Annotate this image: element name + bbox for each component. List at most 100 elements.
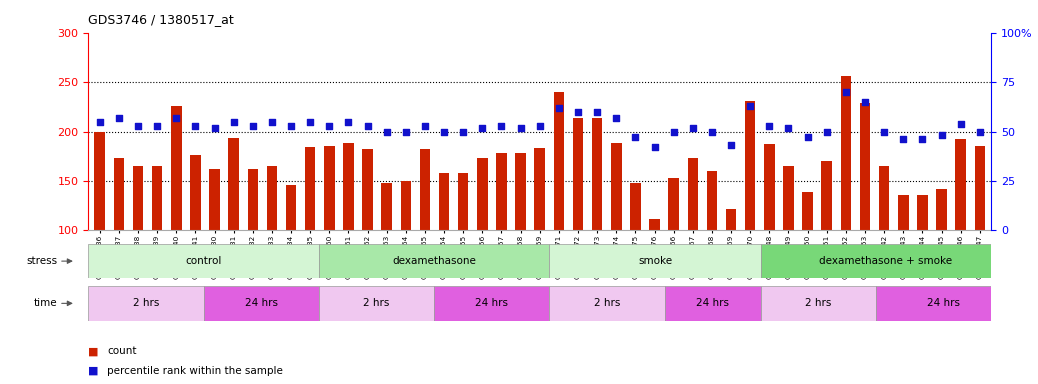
Point (282, 122, 299, 129)
Bar (381, 183, 392, 230)
Bar (876, 286, 1011, 321)
Bar (247, 169, 258, 230)
Point (838, 89, 854, 95)
Point (608, 114, 625, 121)
Bar (879, 166, 890, 230)
Point (321, 122, 337, 129)
Bar (592, 118, 602, 230)
Point (684, 124, 701, 131)
Bar (496, 153, 507, 230)
Bar (535, 148, 545, 230)
Point (264, 119, 280, 125)
Bar (611, 143, 622, 230)
Bar (918, 195, 928, 230)
Point (245, 122, 262, 129)
Bar (94, 131, 105, 230)
Point (207, 124, 223, 131)
Point (225, 119, 242, 125)
Bar (802, 192, 813, 230)
Bar (190, 155, 200, 230)
Bar (434, 286, 549, 321)
Text: ■: ■ (88, 366, 99, 376)
Point (398, 129, 414, 135)
Point (531, 122, 548, 129)
Text: smoke: smoke (638, 256, 673, 266)
Text: 24 hrs: 24 hrs (696, 298, 729, 308)
Point (895, 136, 911, 142)
Bar (88, 286, 203, 321)
Bar (630, 183, 640, 230)
Bar (210, 169, 220, 230)
Bar (726, 209, 736, 230)
Bar (707, 171, 717, 230)
Bar (203, 286, 319, 321)
Bar (285, 185, 296, 230)
Bar (898, 195, 908, 230)
Text: 2 hrs: 2 hrs (363, 298, 389, 308)
Bar (668, 178, 679, 230)
Bar (784, 166, 794, 230)
Point (972, 129, 988, 135)
Bar (761, 286, 876, 321)
Bar (955, 139, 966, 230)
Bar (764, 144, 774, 230)
Text: 2 hrs: 2 hrs (594, 298, 620, 308)
Point (187, 122, 203, 129)
Point (110, 114, 127, 121)
Bar (841, 76, 851, 230)
Bar (305, 147, 316, 230)
Point (550, 105, 567, 111)
Point (627, 134, 644, 141)
Point (340, 119, 357, 125)
Point (570, 109, 586, 115)
Text: 2 hrs: 2 hrs (805, 298, 831, 308)
Point (742, 103, 759, 109)
Text: 24 hrs: 24 hrs (927, 298, 960, 308)
Bar (761, 244, 1011, 278)
Text: ■: ■ (88, 346, 99, 356)
Point (91, 119, 108, 125)
Text: 24 hrs: 24 hrs (475, 298, 509, 308)
Text: stress: stress (26, 256, 57, 266)
Point (818, 129, 835, 135)
Text: 24 hrs: 24 hrs (245, 298, 277, 308)
Bar (936, 189, 947, 230)
Text: time: time (33, 298, 57, 308)
Point (953, 121, 969, 127)
Bar (458, 173, 468, 230)
Bar (324, 146, 334, 230)
Bar (477, 158, 488, 230)
Point (799, 134, 816, 141)
Bar (975, 146, 985, 230)
Point (722, 142, 739, 149)
Point (589, 109, 605, 115)
Bar (664, 286, 761, 321)
Point (914, 136, 931, 142)
Text: dexamethasone: dexamethasone (392, 256, 476, 266)
Text: percentile rank within the sample: percentile rank within the sample (107, 366, 282, 376)
Bar (344, 143, 354, 230)
Point (761, 122, 777, 129)
Bar (650, 218, 660, 230)
Bar (133, 166, 143, 230)
Point (416, 122, 433, 129)
Bar (267, 166, 277, 230)
Point (647, 144, 663, 151)
Bar (113, 158, 125, 230)
Point (876, 129, 893, 135)
Bar (152, 166, 162, 230)
Point (379, 129, 395, 135)
Point (856, 99, 873, 105)
Bar (88, 244, 319, 278)
Bar (573, 118, 583, 230)
Bar (553, 92, 565, 230)
Text: 2 hrs: 2 hrs (133, 298, 159, 308)
Point (704, 129, 720, 135)
Text: GDS3746 / 1380517_at: GDS3746 / 1380517_at (88, 13, 234, 26)
Point (148, 122, 165, 129)
Point (513, 124, 529, 131)
Bar (228, 139, 239, 230)
Point (493, 122, 510, 129)
Text: dexamethasone + smoke: dexamethasone + smoke (819, 256, 952, 266)
Text: control: control (186, 256, 222, 266)
